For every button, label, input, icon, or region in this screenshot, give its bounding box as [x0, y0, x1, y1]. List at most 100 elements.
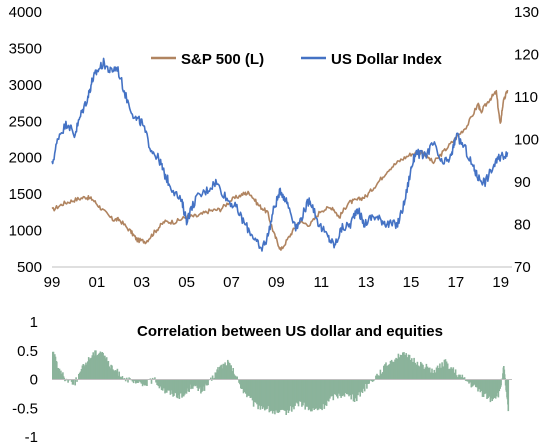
- correlation-bar: [455, 375, 458, 380]
- correlation-bar: [440, 367, 442, 380]
- correlation-bar: [358, 379, 360, 393]
- correlation-bar: [416, 361, 419, 380]
- right-tick-label: 120: [514, 47, 539, 64]
- correlation-bar: [222, 363, 225, 380]
- correlation-bar: [315, 379, 318, 409]
- correlation-bar: [351, 379, 354, 395]
- x-tick-label: 03: [133, 274, 150, 291]
- right-axis-ticks: 70 80 90 100 110 120 130: [514, 4, 539, 276]
- correlation-bar: [363, 379, 366, 392]
- correlation-bar: [405, 353, 407, 380]
- left-tick-label: 2500: [9, 113, 42, 130]
- correlation-bar: [203, 379, 206, 391]
- correlation-bar: [131, 379, 134, 382]
- x-tick-label: 09: [268, 274, 285, 291]
- correlation-bar: [92, 352, 94, 380]
- correlation-bar: [270, 379, 273, 411]
- correlation-bar: [397, 353, 400, 380]
- correlation-bar: [189, 379, 191, 385]
- correlation-bar: [507, 379, 510, 412]
- correlation-bar: [268, 379, 271, 413]
- correlation-bar: [156, 379, 158, 385]
- correlation-bar: [277, 379, 280, 413]
- correlation-tick-label: -0.5: [12, 400, 38, 417]
- correlation-bar: [159, 379, 162, 387]
- correlation-bar: [292, 379, 294, 408]
- correlation-bar: [319, 379, 321, 409]
- correlation-bar: [83, 366, 85, 380]
- correlation-bar: [221, 368, 224, 380]
- correlation-bar: [213, 377, 216, 380]
- correlation-tick-label: -1: [25, 429, 38, 446]
- correlation-bar: [175, 379, 177, 394]
- correlation-bar: [441, 362, 443, 380]
- correlation-bar: [470, 379, 473, 388]
- correlation-bar: [435, 367, 438, 380]
- correlation-bar: [224, 362, 226, 380]
- correlation-bar: [239, 379, 241, 385]
- correlation-bar: [423, 369, 425, 380]
- correlation-bar: [360, 379, 363, 392]
- correlation-bar: [192, 379, 195, 387]
- correlation-bar: [74, 379, 76, 386]
- correlation-bar: [503, 374, 506, 380]
- correlation-bar: [190, 379, 192, 390]
- correlation-bar: [64, 379, 67, 381]
- correlation-bar: [91, 355, 94, 380]
- correlation-bar: [411, 358, 413, 380]
- correlation-bar: [324, 379, 327, 406]
- correlation-bar: [173, 379, 175, 396]
- correlation-bar: [236, 376, 238, 380]
- correlation-bar: [297, 379, 300, 407]
- correlation-bar: [429, 367, 431, 380]
- correlation-bar: [121, 376, 124, 380]
- correlation-bar: [492, 379, 494, 400]
- correlation-bar: [381, 372, 384, 380]
- left-tick-label: 3500: [9, 40, 42, 57]
- left-tick-label: 1000: [9, 223, 42, 240]
- correlation-bar: [264, 379, 266, 411]
- correlation-bar: [284, 379, 286, 411]
- correlation-chart: 1 0.5 0 -0.5 -1 Correlation between US dolla…: [12, 314, 512, 446]
- correlation-bar: [480, 379, 483, 391]
- x-tick-label: 17: [448, 274, 465, 291]
- correlation-bar: [194, 379, 197, 387]
- correlation-bar: [448, 368, 450, 380]
- correlation-bar: [115, 371, 118, 380]
- correlation-bar: [179, 379, 182, 394]
- correlation-bar: [323, 379, 326, 409]
- correlation-bar: [276, 379, 278, 413]
- correlation-bar: [205, 379, 208, 386]
- correlation-bar: [331, 379, 333, 397]
- x-tick-label: 19: [492, 274, 509, 291]
- correlation-bar: [402, 352, 404, 380]
- correlation-bar: [347, 379, 349, 395]
- correlation-bar: [210, 377, 212, 380]
- correlation-bar: [325, 379, 328, 406]
- x-tick-label: 15: [403, 274, 420, 291]
- correlation-bar: [257, 379, 259, 410]
- correlation-bar: [201, 379, 204, 391]
- correlation-bar: [118, 371, 120, 380]
- correlation-bar: [404, 354, 406, 380]
- correlation-bar: [454, 369, 457, 380]
- legend: S&P 500 (L) US Dollar Index: [151, 51, 443, 68]
- correlation-bar: [352, 379, 355, 402]
- correlation-bar: [461, 374, 464, 380]
- left-tick-label: 2000: [9, 150, 42, 167]
- series-line-sp500: [51, 89, 509, 251]
- correlation-bar: [504, 378, 506, 380]
- correlation-bar: [346, 379, 348, 395]
- left-tick-label: 3000: [9, 77, 42, 94]
- correlation-bar: [82, 364, 85, 380]
- correlation-bar: [248, 379, 250, 397]
- correlation-bar: [304, 379, 306, 410]
- correlation-bar: [198, 379, 200, 389]
- correlation-bar: [220, 364, 223, 380]
- correlation-bar: [114, 370, 117, 380]
- correlation-bar: [273, 379, 275, 412]
- correlation-bar: [353, 379, 356, 402]
- correlation-bar: [434, 372, 437, 380]
- correlation-bar: [185, 379, 188, 394]
- correlation-bar: [195, 379, 198, 386]
